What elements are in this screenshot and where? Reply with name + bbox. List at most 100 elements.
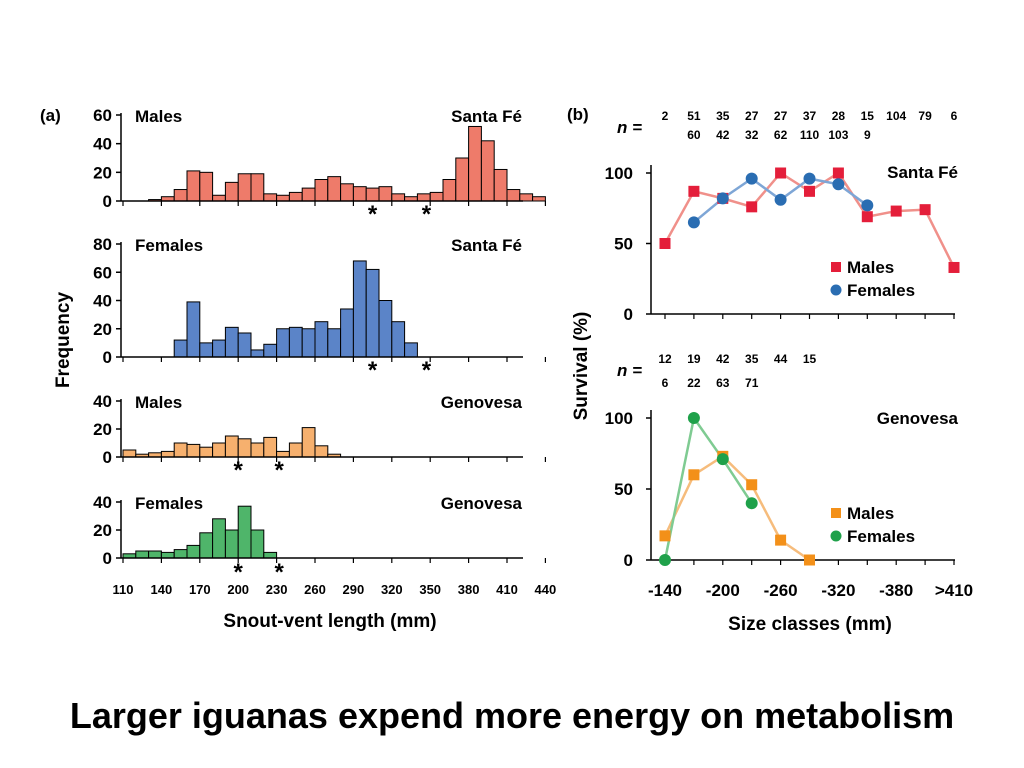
data-point-males — [948, 261, 960, 273]
data-point-males — [775, 167, 787, 179]
histogram-bar — [327, 176, 342, 202]
y-axis-title: Frequency — [53, 292, 74, 389]
subplot-label-left: Males — [135, 107, 182, 126]
data-point-males — [746, 479, 758, 491]
x-tick-label: -380 — [879, 581, 913, 600]
histogram-bar — [340, 183, 354, 202]
data-point-females — [745, 172, 758, 185]
sample-size-top: 35 — [716, 109, 730, 123]
sample-size-bottom: 103 — [828, 128, 848, 142]
histogram-bar — [199, 171, 214, 202]
histogram-bar — [365, 187, 380, 202]
histogram-bar — [186, 544, 201, 559]
survival-plot-2: 0 50 100 n = 12 19 42 35 44 15 6 22 63 71 Genovesa Male… — [605, 352, 959, 570]
histogram-bar — [378, 300, 393, 358]
y-tick-label: 60 — [93, 106, 112, 125]
histogram-bar — [532, 196, 546, 202]
data-point-females — [716, 453, 729, 466]
histogram-bar — [224, 326, 239, 358]
plot-title: Santa Fé — [887, 163, 958, 182]
sample-size-top: 28 — [832, 109, 846, 123]
slide-caption: Larger iguanas expend more energy on met… — [69, 695, 955, 736]
asterisk-marker: * — [234, 559, 244, 586]
plot-title: Genovesa — [877, 409, 959, 428]
x-tick-label: -200 — [706, 581, 740, 600]
histogram-bar — [135, 550, 150, 559]
subplot-label-right: Santa Fé — [451, 107, 522, 126]
histogram-bar — [442, 179, 457, 202]
histogram-bar — [263, 343, 278, 358]
sample-size-top: 27 — [774, 109, 788, 123]
data-point-females — [659, 554, 671, 566]
histogram-bar — [314, 445, 329, 458]
histogram-bar — [224, 181, 239, 202]
histogram-bar — [173, 442, 188, 458]
y-tick-label: 20 — [93, 420, 112, 439]
asterisk-marker: * — [234, 457, 244, 484]
sample-size-top: 44 — [774, 352, 788, 366]
histogram-bar — [506, 189, 521, 202]
y-tick-label: 100 — [605, 409, 633, 428]
x-tick-label: 110 — [113, 582, 134, 597]
histogram-bar — [468, 125, 482, 202]
histogram-bar — [199, 532, 214, 559]
data-point-females — [774, 193, 787, 206]
histogram-bar — [352, 260, 367, 358]
data-point-males — [919, 204, 931, 216]
panel-a-histograms: (a) 0 20 40 60 Males Santa Fé * * 0 20 40 60 80 Female… — [40, 106, 556, 632]
histogram-bar — [173, 549, 188, 559]
histogram-bar — [327, 328, 342, 358]
sample-size-bottom: 22 — [687, 376, 701, 390]
legend-label: Females — [847, 527, 915, 546]
histogram-bar — [250, 349, 265, 358]
y-axis-title: Survival (%) — [571, 312, 592, 421]
y-tick-label: 50 — [614, 235, 633, 254]
y-tick-label: 0 — [624, 551, 633, 570]
legend-label: Females — [847, 281, 915, 300]
series-line-females — [663, 414, 753, 561]
histogram-bar — [301, 187, 316, 202]
sample-size-top: 51 — [687, 109, 701, 123]
asterisk-marker: * — [368, 201, 378, 228]
histogram-bar — [199, 342, 214, 358]
sample-size-bottom: 9 — [864, 128, 871, 142]
series-line-males — [663, 454, 811, 562]
histogram-bar — [212, 442, 226, 458]
histogram-bar — [212, 339, 226, 358]
asterisk-marker: * — [422, 201, 432, 228]
legend-label: Males — [847, 504, 894, 523]
subplot-label-right: Genovesa — [441, 393, 523, 412]
subplot-label-right: Santa Fé — [451, 236, 522, 255]
x-tick-label: 260 — [304, 582, 326, 597]
x-axis-title: Size classes (mm) — [728, 614, 892, 635]
asterisk-marker: * — [368, 357, 378, 384]
data-point-males — [659, 238, 671, 249]
x-tick-label: -320 — [821, 581, 855, 600]
data-point-males — [688, 469, 700, 481]
x-tick-label: 440 — [535, 582, 557, 597]
sample-size-bottom: 62 — [774, 128, 788, 142]
histogram-bar — [404, 342, 418, 358]
histogram-bar — [173, 189, 188, 202]
histogram-bar — [455, 157, 470, 202]
y-tick-label: 20 — [93, 163, 112, 182]
sample-size-bottom: 32 — [745, 128, 759, 142]
histogram-bar — [480, 140, 495, 202]
legend-label: Males — [847, 258, 894, 277]
histogram-bar — [493, 168, 508, 202]
histogram-bar — [263, 551, 278, 559]
sample-size-bottom: 42 — [716, 128, 730, 142]
histogram-bar — [314, 179, 329, 202]
x-tick-label: 410 — [496, 582, 518, 597]
y-tick-label: 0 — [103, 549, 112, 568]
histogram-bar — [519, 193, 534, 202]
histogram-bar — [160, 551, 175, 559]
subplot-label-left: Males — [135, 393, 182, 412]
histogram-bar — [301, 427, 316, 458]
sample-size-top: 104 — [886, 109, 906, 123]
histogram-bar — [288, 191, 303, 202]
legend-swatch — [830, 530, 842, 542]
data-point-females — [687, 412, 700, 424]
y-tick-label: 60 — [93, 263, 112, 282]
